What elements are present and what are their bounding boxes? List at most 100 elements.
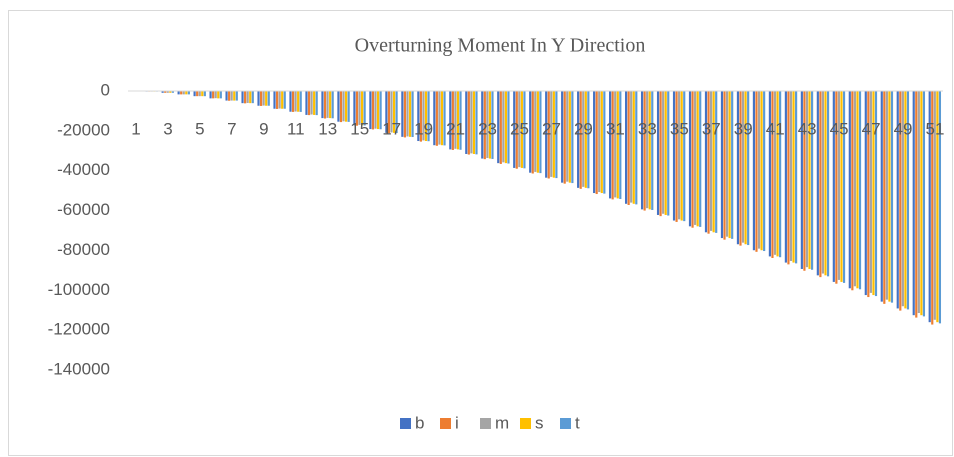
x-tick-label: 35 — [670, 119, 689, 138]
bar — [723, 91, 726, 240]
bar — [858, 91, 862, 290]
bar — [869, 91, 872, 293]
bar — [214, 91, 217, 99]
bar — [385, 91, 388, 133]
bar — [805, 91, 809, 268]
bar — [826, 91, 830, 277]
bar — [851, 91, 854, 291]
legend-label: t — [575, 413, 580, 432]
bar — [547, 91, 550, 179]
bar — [899, 91, 902, 311]
bar — [531, 91, 534, 174]
bar — [696, 91, 699, 227]
bar — [800, 91, 803, 269]
bar — [419, 91, 422, 142]
bar — [816, 91, 819, 276]
bar — [864, 91, 867, 296]
bar — [472, 91, 476, 154]
bar — [433, 91, 436, 146]
bar — [244, 91, 247, 104]
bar — [584, 91, 587, 188]
bar — [504, 91, 507, 164]
bar — [209, 91, 212, 99]
bar — [408, 91, 412, 137]
bar — [662, 91, 665, 214]
bar — [187, 91, 190, 95]
x-tick-label: 25 — [510, 119, 529, 138]
bar — [196, 91, 199, 97]
legend-label: i — [455, 413, 459, 432]
bar — [931, 91, 934, 325]
bar — [566, 91, 569, 182]
bar — [251, 91, 254, 104]
bar — [228, 91, 231, 101]
bar — [901, 91, 904, 307]
bar — [728, 91, 731, 239]
x-tick-label: 39 — [734, 119, 753, 138]
y-tick-label: -140000 — [48, 359, 110, 378]
bar — [808, 91, 811, 269]
bar — [424, 91, 428, 142]
bar — [169, 91, 172, 93]
bar — [741, 91, 745, 243]
bar — [212, 91, 215, 99]
bar — [707, 91, 710, 234]
bar — [720, 91, 724, 239]
bar — [459, 91, 462, 150]
bar — [656, 91, 660, 215]
bar — [568, 91, 571, 183]
x-tick-label: 27 — [542, 119, 561, 138]
bar — [643, 91, 646, 211]
bar — [688, 91, 692, 227]
bar — [257, 91, 260, 106]
bar — [561, 91, 564, 183]
x-tick-label: 47 — [862, 119, 881, 138]
bar — [193, 91, 196, 97]
bar — [467, 91, 470, 155]
bar — [488, 91, 492, 159]
bar — [219, 91, 222, 99]
bar — [481, 91, 484, 159]
y-tick-label: 0 — [101, 80, 110, 99]
bar — [710, 91, 713, 231]
bar — [646, 91, 649, 209]
bar — [315, 91, 318, 116]
bar — [683, 91, 686, 222]
bar — [262, 91, 265, 106]
bar — [614, 91, 617, 198]
bar — [659, 91, 662, 217]
bar — [515, 91, 518, 169]
bar — [235, 91, 238, 101]
bar — [880, 91, 883, 302]
bar — [507, 91, 510, 164]
bar — [632, 91, 635, 204]
bar — [912, 91, 915, 316]
bar — [387, 91, 391, 134]
legend-label: b — [415, 413, 424, 432]
bar — [835, 91, 838, 284]
bar — [832, 91, 835, 282]
bar — [180, 91, 183, 95]
bar — [166, 91, 169, 93]
bar — [784, 91, 787, 263]
bar — [520, 91, 523, 168]
bar — [904, 91, 907, 309]
bar — [291, 91, 295, 112]
bar — [917, 91, 920, 314]
bar — [337, 91, 340, 122]
bar — [294, 91, 297, 112]
bar — [491, 91, 494, 159]
bar — [451, 91, 454, 150]
bar — [640, 91, 644, 210]
bar — [776, 91, 779, 257]
bar — [265, 91, 268, 106]
y-tick-label: -20000 — [57, 120, 110, 139]
bar — [438, 91, 441, 145]
bar — [171, 91, 174, 93]
bar — [627, 91, 630, 205]
bar — [824, 91, 827, 276]
bar — [739, 91, 742, 246]
bar — [326, 91, 329, 118]
x-tick-label: 33 — [638, 119, 657, 138]
bar — [587, 91, 590, 189]
